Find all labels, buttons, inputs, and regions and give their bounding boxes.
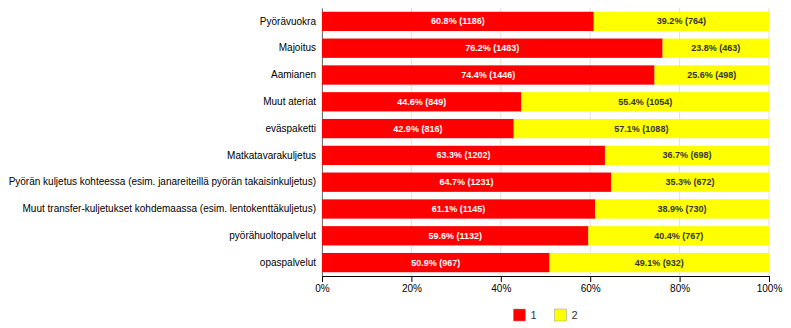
data-label: 61.1% (1145) — [432, 204, 486, 214]
chart: Pyörävuokra Majoitus Aamianen Muut ateriat e… — [0, 0, 791, 328]
data-label: 49.1% (932) — [635, 258, 684, 268]
bar — [322, 146, 605, 165]
x-tick: 60% — [581, 276, 601, 294]
data-label: 59.6% (1132) — [428, 231, 482, 241]
y-tick: Pyörän kuljetus kohteessa (esim. janarei… — [9, 176, 316, 187]
legend-item: 1 — [513, 309, 536, 321]
data-label: 76.2% (1483) — [465, 43, 519, 53]
x-tick-label: 80% — [670, 283, 690, 294]
x-tick-label: 40% — [491, 283, 511, 294]
bar — [611, 173, 769, 192]
y-tick: Majoitus — [279, 42, 316, 53]
legend-swatch — [513, 309, 525, 321]
y-tick-label: pyörähuoltopalvelut — [229, 230, 316, 241]
bar — [322, 92, 521, 111]
data-label: 39.2% (764) — [657, 16, 706, 26]
bar — [663, 39, 769, 58]
y-tick: opaspalvelut — [260, 257, 316, 268]
x-tick-label: 60% — [581, 283, 601, 294]
bar — [322, 119, 514, 138]
x-tick-label: 20% — [402, 283, 422, 294]
bar — [655, 65, 769, 84]
series — [514, 12, 769, 272]
data-labels: 50.9% (967) 59.6% (1132) 61.1% (1145) 64.7%… — [393, 16, 740, 267]
bar — [322, 253, 550, 272]
x-tick: 0% — [315, 276, 330, 294]
bar — [594, 12, 769, 31]
y-tick: Pyörävuokra — [260, 16, 317, 27]
data-label: 42.9% (816) — [393, 124, 442, 134]
y-tick-label: Pyörävuokra — [260, 16, 317, 27]
y-tick: Aamianen — [271, 69, 316, 80]
plot: 0% 20% 40% 60% 80% 100% 50.9% (967) 59.6% (1132… — [315, 8, 782, 294]
data-label: 74.4% (1446) — [461, 70, 515, 80]
x-tick-mark — [411, 276, 412, 282]
y-axis: Pyörävuokra Majoitus Aamianen Muut ateriat e… — [9, 9, 323, 277]
x-tick-label: 0% — [315, 283, 330, 294]
data-label: 38.9% (730) — [658, 204, 707, 214]
y-tick-label: opaspalvelut — [260, 257, 316, 268]
bar — [588, 226, 769, 245]
data-label: 55.4% (1054) — [618, 97, 672, 107]
y-tick: Matkatavarakuljetus — [227, 150, 316, 161]
x-tick-mark — [680, 276, 681, 282]
legend-swatch — [555, 309, 567, 321]
bars — [322, 12, 769, 272]
data-label: 50.9% (967) — [411, 258, 460, 268]
y-tick: Muut transfer-kuljetukset kohdemaassa (e… — [23, 203, 316, 214]
data-label: 35.3% (672) — [666, 177, 715, 187]
bar — [514, 119, 769, 138]
bar — [605, 146, 769, 165]
data-label: 40.4% (767) — [654, 231, 703, 241]
data-label: 36.7% (698) — [662, 150, 711, 160]
y-tick-label: Matkatavarakuljetus — [227, 150, 316, 161]
bar — [322, 199, 595, 218]
x-tick-label: 100% — [757, 283, 783, 294]
x-axis: 0% 20% 40% 60% 80% 100% — [315, 276, 782, 294]
y-tick: pyörähuoltopalvelut — [229, 230, 316, 241]
y-tick-label: Majoitus — [279, 42, 316, 53]
bar — [521, 92, 769, 111]
bar — [322, 12, 594, 31]
legend-label: 2 — [572, 309, 578, 321]
grid — [322, 8, 769, 276]
x-tick-mark — [769, 276, 770, 282]
x-tick-mark — [501, 276, 502, 282]
data-label: 44.6% (849) — [397, 97, 446, 107]
y-tick: Muut ateriat — [263, 96, 316, 107]
legend-label: 1 — [530, 309, 536, 321]
x-tick: 40% — [491, 276, 511, 294]
legend-item: 2 — [555, 309, 578, 321]
legend: 12 — [513, 309, 577, 321]
x-tick-mark — [590, 276, 591, 282]
x-tick: 80% — [670, 276, 690, 294]
x-tick: 20% — [402, 276, 422, 294]
data-label: 23.8% (463) — [691, 43, 740, 53]
data-label: 63.3% (1202) — [436, 150, 490, 160]
data-label: 64.7% (1231) — [440, 177, 494, 187]
y-tick-label: Pyörän kuljetus kohteessa (esim. janarei… — [9, 176, 316, 187]
x-axis-line — [323, 277, 770, 283]
bar — [595, 199, 769, 218]
y-tick-label: eväspaketti — [265, 123, 316, 134]
y-tick: eväspaketti — [265, 123, 316, 134]
x-tick: 100% — [757, 276, 783, 294]
bar — [322, 65, 655, 84]
bar — [550, 253, 769, 272]
y-tick-label: Muut transfer-kuljetukset kohdemaassa (e… — [23, 203, 316, 214]
data-label: 60.8% (1186) — [431, 16, 485, 26]
bar — [322, 226, 588, 245]
y-tick-label: Muut ateriat — [263, 96, 316, 107]
x-tick-mark — [322, 276, 323, 282]
bar — [322, 39, 663, 58]
bar — [322, 173, 611, 192]
data-label: 25.6% (498) — [687, 70, 736, 80]
data-label: 57.1% (1088) — [614, 124, 668, 134]
y-tick-label: Aamianen — [271, 69, 316, 80]
